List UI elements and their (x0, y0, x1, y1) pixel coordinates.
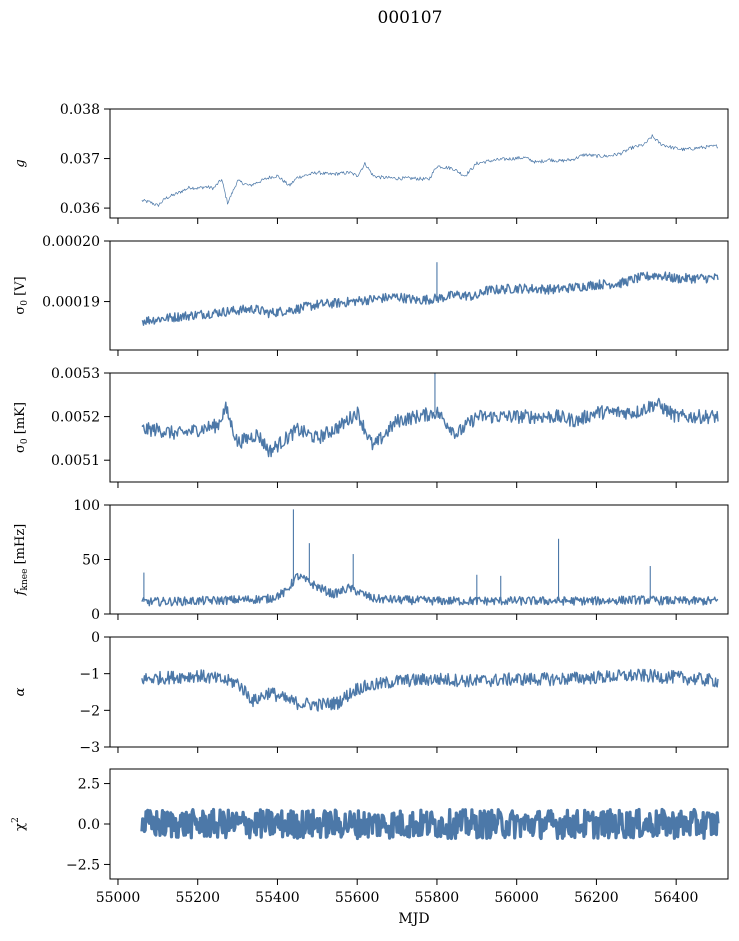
y-axis-label: σ0 [mK] (13, 402, 30, 453)
y-tick-label: 0.0 (78, 817, 100, 833)
series-line (141, 572, 719, 607)
series-line (141, 134, 718, 207)
y-axis-label: χ2 (11, 817, 28, 831)
y-tick-label: 0.00020 (42, 234, 100, 250)
x-tick-label: 55600 (335, 890, 380, 906)
y-tick-label: 100 (73, 498, 100, 514)
panel-1: 0.036 0.037 0.038 g (13, 102, 729, 224)
axes-frame (109, 240, 729, 351)
series-line (140, 807, 720, 841)
series-line (141, 397, 719, 458)
y-tick-label: −2 (79, 703, 100, 719)
x-tick-label: 55000 (96, 890, 141, 906)
y-axis-label: α (13, 687, 28, 696)
x-axis-label: MJD (398, 911, 429, 927)
y-axis-label: σ0 [V] (13, 276, 30, 314)
y-tick-label: −3 (79, 740, 100, 756)
y-tick-label: 0 (91, 607, 100, 623)
y-tick-label: 0.036 (60, 201, 100, 217)
axes-frame (109, 108, 729, 219)
series-line (141, 271, 719, 326)
panel-5: −3 −2 −1 0 α (13, 630, 729, 756)
y-tick-label: 0 (91, 630, 100, 646)
x-tick-label: 56000 (494, 890, 539, 906)
series-line (141, 668, 719, 712)
x-tick-label: 55400 (255, 890, 300, 906)
y-tick-label: 0.037 (60, 152, 100, 168)
axes-frame (109, 372, 729, 483)
y-tick-label: 0.00019 (42, 295, 100, 311)
x-tick-label: 55200 (175, 890, 220, 906)
x-tick-label: 56200 (574, 890, 619, 906)
y-tick-label: 50 (82, 553, 100, 569)
y-tick-label: 0.0052 (51, 410, 100, 426)
y-tick-label: 2.5 (78, 777, 100, 793)
x-tick-label: 56400 (654, 890, 699, 906)
y-tick-label: 0.0051 (51, 453, 100, 469)
figure-title: 000107 (378, 8, 443, 28)
panel-3: 0.0051 0.0052 0.0053 σ0 [mK] (13, 366, 729, 488)
panel-4: 0 50 100 fknee [mHz] (13, 498, 729, 623)
y-tick-label: −1 (79, 667, 100, 683)
y-tick-label: −2.5 (66, 857, 100, 873)
x-tick-label: 55800 (415, 890, 460, 906)
y-axis-label: g (13, 159, 28, 167)
panel-6: −2.5 0.0 2.5 χ2 55000 55200 55400 55600 55800 560… (11, 768, 729, 927)
y-tick-label: 0.038 (60, 102, 100, 118)
axes-frame (109, 636, 729, 748)
y-axis-label: fknee [mHz] (13, 524, 30, 597)
y-tick-label: 0.0053 (51, 366, 100, 382)
panel-2: 0.00019 0.00020 σ0 [V] (13, 234, 729, 356)
